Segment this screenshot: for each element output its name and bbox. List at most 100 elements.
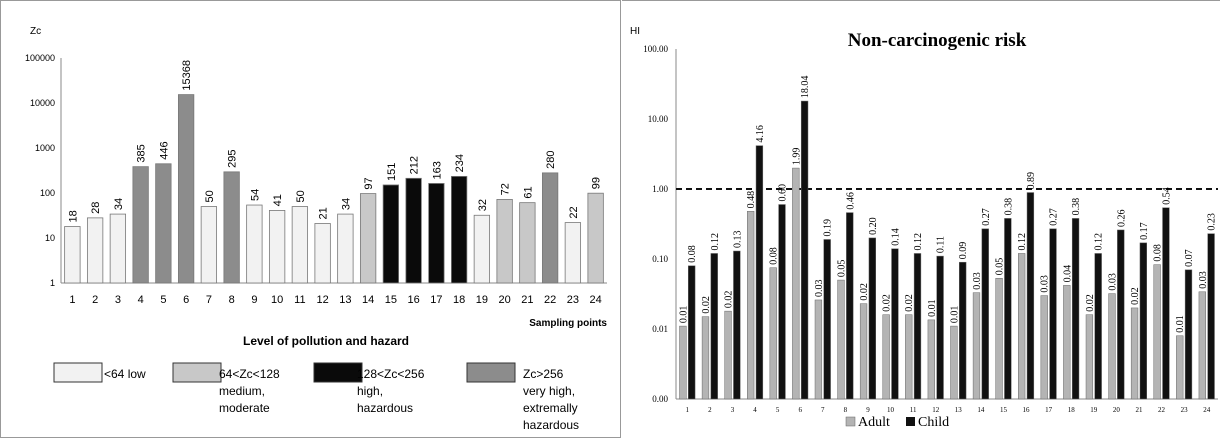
- data-label-adult: 0.03: [814, 279, 825, 297]
- bar-child: [868, 237, 876, 400]
- legend-label: 128<Zc<256: [357, 367, 425, 381]
- data-label-child: 4.16: [755, 125, 766, 143]
- bar: [359, 193, 377, 284]
- bar: [155, 163, 172, 284]
- data-label-child: 0.12: [710, 233, 721, 251]
- x-tick-label: 6: [798, 406, 802, 414]
- x-tick-label: 11: [910, 406, 917, 414]
- data-label-child: 0.27: [1049, 208, 1060, 226]
- data-label: 446: [158, 141, 170, 159]
- x-tick-label: 4: [138, 294, 144, 306]
- data-label-adult: 0.48: [746, 191, 757, 209]
- legend-label: 64<Zc<128: [219, 367, 280, 381]
- data-label-adult: 0.01: [1175, 315, 1186, 333]
- bar-adult: [927, 319, 935, 400]
- data-label-child: 0.89: [1026, 172, 1037, 190]
- x-tick-label: 21: [1135, 406, 1143, 414]
- bar-adult: [1198, 291, 1206, 400]
- x-tick-label: 19: [476, 294, 488, 306]
- bar-child: [755, 145, 764, 400]
- bar-child: [733, 250, 741, 400]
- bar: [109, 213, 127, 284]
- bar-adult: [1130, 307, 1139, 400]
- chart-subtitle: Level of pollution and hazard: [243, 334, 409, 348]
- bar-adult: [1040, 295, 1048, 400]
- bar-child: [800, 100, 809, 400]
- data-label-child: 0.38: [1003, 198, 1014, 216]
- bar: [314, 223, 331, 284]
- bar: [405, 177, 422, 284]
- y-tick-label: 0.01: [652, 324, 668, 334]
- data-label-child: 0.60: [778, 184, 789, 202]
- data-label: 72: [500, 183, 512, 195]
- bar-adult: [769, 267, 777, 400]
- x-axis-label: Sampling points: [529, 318, 607, 329]
- bar-adult: [1176, 335, 1184, 400]
- bar: [428, 183, 445, 284]
- x-tick-label: 24: [1203, 406, 1211, 414]
- y-tick-label: 100.00: [643, 44, 668, 54]
- x-tick-label: 10: [887, 406, 895, 414]
- bar: [564, 222, 582, 284]
- legend-swatch: [172, 362, 222, 383]
- legend-label: hazardous: [357, 401, 413, 415]
- y-tick-label: 100000: [25, 53, 55, 63]
- data-label-child: 0.12: [1094, 233, 1105, 251]
- data-label-adult: 0.01: [927, 299, 938, 317]
- data-label-adult: 0.02: [724, 291, 735, 309]
- bar: [450, 175, 468, 284]
- x-tick-label: 17: [1045, 406, 1053, 414]
- x-tick-label: 5: [160, 294, 166, 306]
- x-tick-label: 20: [1113, 406, 1121, 414]
- hi-bar-chart: HI Non-carcinogenic risk 0.00 0.01 0.10 1.00 1…: [630, 26, 1218, 430]
- x-tick-label: 24: [590, 294, 602, 306]
- data-label-adult: 0.05: [836, 260, 847, 278]
- y-tick-label: 100: [40, 188, 55, 198]
- x-tick-label: 7: [821, 406, 825, 414]
- data-label-child: 18.04: [800, 76, 811, 99]
- bar-child: [891, 248, 899, 400]
- bar-child: [846, 212, 854, 400]
- y-tick-label: 0.10: [652, 254, 668, 264]
- data-label-child: 0.07: [1184, 249, 1195, 267]
- x-tick-label: 2: [708, 406, 712, 414]
- x-tick-label: 14: [977, 406, 985, 414]
- legend-item-high: 128<Zc<256 high, hazardous: [313, 362, 425, 415]
- bar: [291, 206, 309, 284]
- x-tick-label: 8: [844, 406, 848, 414]
- bar-adult: [1063, 285, 1071, 400]
- bar-child: [1117, 229, 1125, 400]
- bar-child: [1004, 218, 1012, 400]
- data-label-child: 0.23: [1207, 213, 1218, 231]
- data-label-adult: 0.02: [701, 296, 712, 314]
- data-label: 163: [431, 161, 443, 179]
- data-label-adult: 0.02: [859, 283, 870, 301]
- data-label: 280: [545, 151, 557, 169]
- x-tick-label: 17: [430, 294, 442, 306]
- bar: [587, 192, 604, 284]
- data-label: 22: [568, 206, 580, 218]
- bar: [337, 213, 354, 284]
- bar: [519, 202, 536, 284]
- x-tick-label: 19: [1090, 406, 1098, 414]
- bar-child: [1071, 218, 1080, 400]
- data-label-child: 0.08: [687, 245, 698, 263]
- x-tick-label: 13: [955, 406, 963, 414]
- data-label-child: 0.20: [868, 217, 879, 235]
- y-tick-label: 1.00: [652, 184, 668, 194]
- zc-chart-panel: Zc 1 10 100 1000 10000 100000 18 1 28 2 34 3 385 4 446 5…: [0, 0, 621, 438]
- x-tick-label: 22: [1158, 406, 1166, 414]
- bar-adult: [972, 292, 981, 400]
- legend-swatch-adult: [845, 416, 856, 427]
- bar-child: [710, 253, 718, 400]
- y-axis-label: HI: [630, 26, 640, 37]
- data-label-adult: 0.08: [1153, 244, 1164, 262]
- bar-child: [981, 228, 989, 400]
- legend-swatch-child: [906, 417, 915, 426]
- bar: [132, 166, 149, 284]
- legend-label: medium,: [219, 384, 265, 398]
- bar: [473, 214, 491, 284]
- x-tick-label: 3: [115, 294, 121, 306]
- data-label-adult: 0.03: [1198, 271, 1209, 289]
- bar-adult: [1153, 264, 1161, 400]
